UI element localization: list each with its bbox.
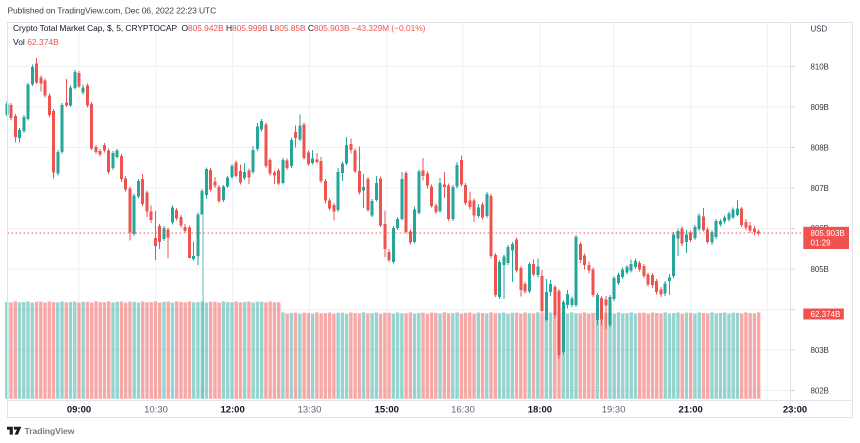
svg-text:15:00: 15:00 [375,405,399,416]
svg-text:USD: USD [811,25,828,34]
svg-text:10:30: 10:30 [144,405,168,416]
svg-text:807B: 807B [811,184,829,193]
svg-text:19:30: 19:30 [602,405,626,416]
svg-text:16:30: 16:30 [451,405,475,416]
svg-text:803B: 803B [811,346,829,355]
svg-text:802B: 802B [811,387,829,396]
svg-text:13:30: 13:30 [298,405,322,416]
svg-text:Vol 62.374B: Vol 62.374B [13,37,59,47]
svg-text:18:00: 18:00 [528,405,552,416]
svg-text:01:29: 01:29 [811,239,832,248]
svg-text:Crypto Total Market Cap, $, 5,: Crypto Total Market Cap, $, 5, CRYPTOCAP… [13,23,426,33]
svg-text:Published on TradingView.com,: Published on TradingView.com, Dec 06, 20… [8,6,217,16]
svg-text:21:00: 21:00 [679,405,703,416]
svg-text:12:00: 12:00 [220,405,244,416]
svg-text:808B: 808B [811,144,829,153]
svg-text:805B: 805B [811,265,829,274]
svg-text:23:00: 23:00 [783,405,807,416]
svg-text:TradingView: TradingView [25,426,75,436]
svg-text:805.903B: 805.903B [811,229,845,238]
svg-text:810B: 810B [811,63,829,72]
svg-text:62.374B: 62.374B [811,310,841,319]
svg-text:809B: 809B [811,103,829,112]
svg-text:09:00: 09:00 [67,405,91,416]
